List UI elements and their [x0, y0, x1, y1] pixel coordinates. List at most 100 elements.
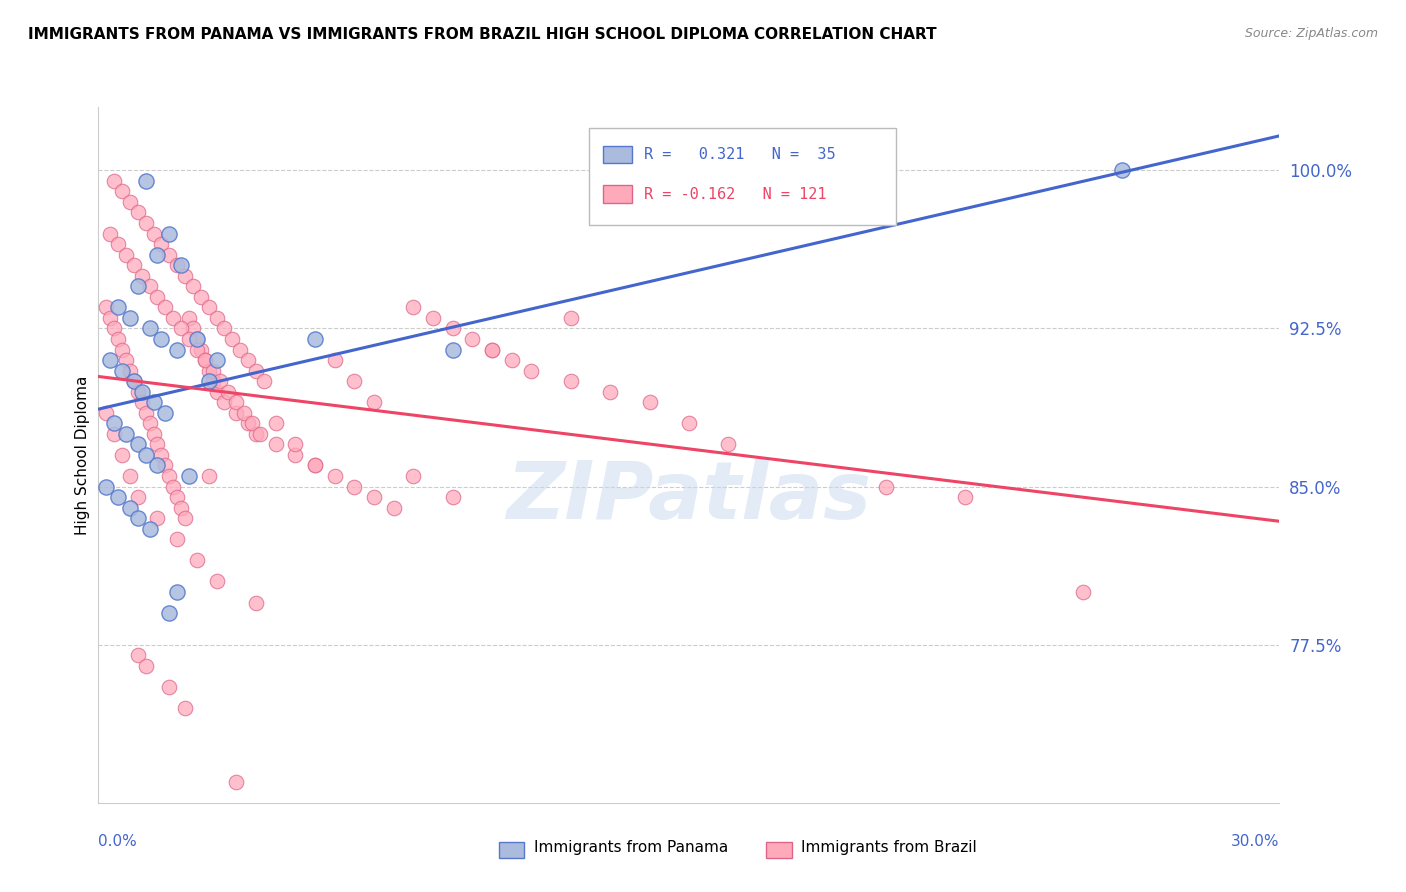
Point [118, 310, 141, 325]
Point [186, 332, 208, 346]
Point [157, 247, 180, 261]
Point [264, 437, 287, 451]
Point [1071, 585, 1094, 599]
Point [441, 321, 464, 335]
Point [221, 332, 243, 346]
Y-axis label: High School Diploma: High School Diploma [75, 376, 90, 534]
Point [953, 490, 976, 504]
Point [107, 490, 129, 504]
Point [157, 469, 180, 483]
Point [150, 237, 173, 252]
Point [197, 301, 219, 315]
Point [111, 185, 134, 199]
Point [217, 384, 239, 399]
Point [166, 533, 188, 547]
Point [142, 426, 165, 441]
Point [201, 374, 224, 388]
Point [481, 343, 503, 357]
Point [174, 268, 197, 283]
Point [150, 332, 173, 346]
Point [107, 301, 129, 315]
Point [142, 227, 165, 241]
Point [170, 500, 193, 515]
Point [98, 310, 121, 325]
Point [197, 374, 219, 388]
Point [146, 290, 169, 304]
Point [166, 258, 188, 272]
Point [174, 701, 197, 715]
Point [264, 417, 287, 431]
Point [111, 448, 134, 462]
Point [177, 310, 200, 325]
Point [127, 279, 149, 293]
Point [146, 458, 169, 473]
Point [197, 469, 219, 483]
Point [96, 301, 118, 315]
Point [155, 458, 177, 473]
Point [304, 458, 326, 473]
Text: IMMIGRANTS FROM PANAMA VS IMMIGRANTS FROM BRAZIL HIGH SCHOOL DIPLOMA CORRELATION: IMMIGRANTS FROM PANAMA VS IMMIGRANTS FRO… [28, 27, 936, 42]
Point [162, 479, 184, 493]
Point [245, 363, 267, 377]
Point [103, 417, 125, 431]
Point [461, 332, 484, 346]
Point [135, 448, 157, 462]
Point [138, 417, 160, 431]
Point [146, 437, 169, 451]
Point [194, 353, 217, 368]
Point [717, 437, 740, 451]
Point [236, 353, 259, 368]
Text: R = -0.162   N = 121: R = -0.162 N = 121 [644, 186, 827, 202]
Text: R =   0.321   N =  35: R = 0.321 N = 35 [644, 147, 835, 161]
Point [205, 384, 228, 399]
Point [131, 395, 153, 409]
Point [157, 680, 180, 694]
Point [111, 363, 134, 377]
Point [135, 174, 157, 188]
Point [98, 227, 121, 241]
Point [481, 343, 503, 357]
Point [253, 374, 276, 388]
Point [142, 395, 165, 409]
Point [186, 553, 208, 567]
FancyBboxPatch shape [589, 128, 896, 226]
Point [678, 417, 700, 431]
Point [422, 310, 444, 325]
Text: 30.0%: 30.0% [1232, 834, 1279, 849]
Point [249, 426, 271, 441]
Point [520, 363, 543, 377]
Point [127, 490, 149, 504]
Point [118, 363, 141, 377]
Point [363, 490, 385, 504]
Point [875, 479, 897, 493]
Point [111, 343, 134, 357]
Point [166, 343, 188, 357]
Point [245, 426, 267, 441]
Point [138, 321, 160, 335]
Bar [603, 145, 633, 163]
Point [115, 247, 138, 261]
Point [135, 216, 157, 230]
Point [323, 353, 346, 368]
Point [229, 343, 252, 357]
Point [131, 384, 153, 399]
Point [103, 321, 125, 335]
Point [146, 511, 169, 525]
Point [304, 458, 326, 473]
Point [245, 595, 267, 609]
Point [205, 353, 228, 368]
Text: Source: ZipAtlas.com: Source: ZipAtlas.com [1244, 27, 1378, 40]
Point [103, 426, 125, 441]
Point [214, 321, 236, 335]
Point [402, 469, 425, 483]
Point [96, 406, 118, 420]
Point [96, 479, 118, 493]
Point [197, 363, 219, 377]
Point [560, 374, 582, 388]
Point [205, 574, 228, 589]
Point [284, 437, 307, 451]
Point [118, 469, 141, 483]
Text: ZIPatlas: ZIPatlas [506, 458, 872, 536]
Point [127, 648, 149, 663]
Point [190, 343, 212, 357]
